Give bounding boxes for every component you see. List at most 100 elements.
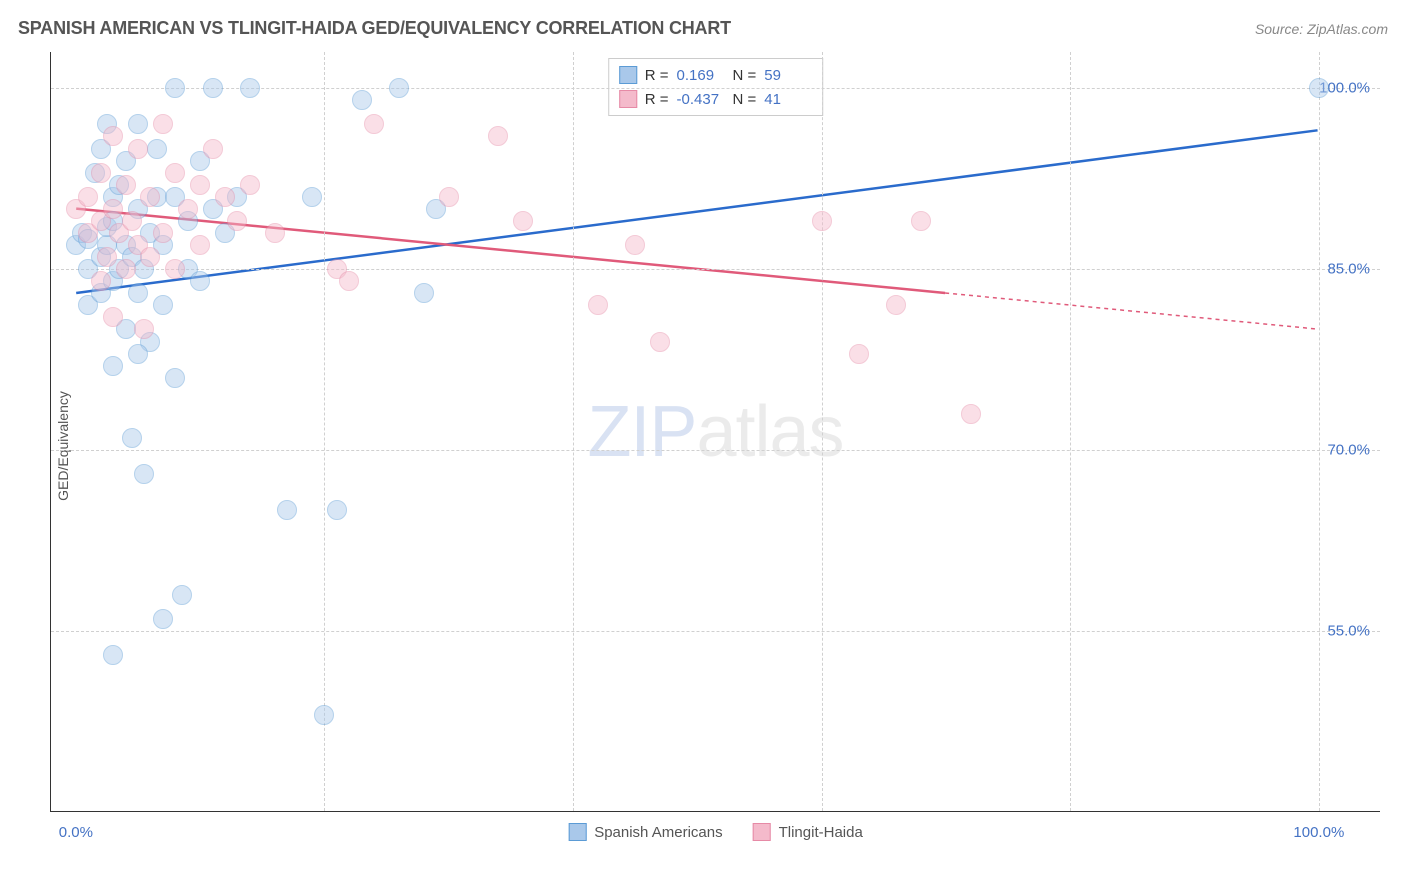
- stats-legend: R = 0.169 N = 59 R = -0.437 N = 41: [608, 58, 824, 116]
- grid-line-horizontal: [51, 269, 1380, 270]
- scatter-point: [314, 705, 334, 725]
- swatch-series-1: [619, 90, 637, 108]
- scatter-point: [153, 223, 173, 243]
- stats-row-series-1: R = -0.437 N = 41: [619, 87, 813, 111]
- y-tick-label: 85.0%: [1327, 261, 1370, 278]
- scatter-point: [812, 211, 832, 231]
- stats-row-series-0: R = 0.169 N = 59: [619, 63, 813, 87]
- scatter-point: [103, 199, 123, 219]
- scatter-point: [165, 259, 185, 279]
- scatter-point: [190, 235, 210, 255]
- scatter-point: [849, 344, 869, 364]
- scatter-point: [128, 139, 148, 159]
- scatter-point: [153, 295, 173, 315]
- y-tick-label: 55.0%: [1327, 623, 1370, 640]
- scatter-point: [147, 139, 167, 159]
- R-label: R =: [645, 67, 669, 84]
- scatter-point: [389, 78, 409, 98]
- scatter-point: [588, 295, 608, 315]
- N-value-1: 41: [764, 91, 812, 108]
- grid-line-vertical: [573, 52, 574, 811]
- scatter-point: [625, 235, 645, 255]
- title-bar: SPANISH AMERICAN VS TLINGIT-HAIDA GED/EQ…: [18, 18, 1388, 39]
- scatter-point: [91, 271, 111, 291]
- grid-line-vertical: [822, 52, 823, 811]
- series-legend: Spanish Americans Tlingit-Haida: [568, 823, 863, 841]
- scatter-point: [140, 187, 160, 207]
- scatter-point: [128, 283, 148, 303]
- N-label: N =: [733, 67, 757, 84]
- chart-container: SPANISH AMERICAN VS TLINGIT-HAIDA GED/EQ…: [0, 0, 1406, 892]
- scatter-point: [277, 500, 297, 520]
- legend-label-1: Tlingit-Haida: [779, 824, 863, 841]
- scatter-point: [91, 163, 111, 183]
- scatter-point: [103, 126, 123, 146]
- legend-item-0: Spanish Americans: [568, 823, 722, 841]
- y-tick-label: 70.0%: [1327, 442, 1370, 459]
- scatter-point: [339, 271, 359, 291]
- scatter-point: [302, 187, 322, 207]
- scatter-point: [172, 585, 192, 605]
- chart-title: SPANISH AMERICAN VS TLINGIT-HAIDA GED/EQ…: [18, 18, 731, 39]
- scatter-point: [103, 356, 123, 376]
- scatter-point: [190, 175, 210, 195]
- scatter-point: [240, 78, 260, 98]
- scatter-point: [134, 319, 154, 339]
- plot-area: ZIPatlas R = 0.169 N = 59 R = -0.437 N =…: [50, 52, 1380, 812]
- x-tick-label: 100.0%: [1293, 824, 1344, 841]
- scatter-point: [265, 223, 285, 243]
- scatter-point: [97, 247, 117, 267]
- scatter-point: [153, 114, 173, 134]
- scatter-point: [215, 187, 235, 207]
- grid-line-vertical: [1070, 52, 1071, 811]
- R-value-1: -0.437: [677, 91, 725, 108]
- N-value-0: 59: [764, 67, 812, 84]
- scatter-point: [153, 609, 173, 629]
- scatter-point: [178, 199, 198, 219]
- scatter-point: [78, 187, 98, 207]
- trend-line-dashed: [945, 293, 1317, 329]
- scatter-point: [122, 428, 142, 448]
- scatter-point: [128, 114, 148, 134]
- scatter-point: [203, 78, 223, 98]
- scatter-point: [165, 78, 185, 98]
- swatch-series-0: [568, 823, 586, 841]
- scatter-point: [352, 90, 372, 110]
- scatter-point: [886, 295, 906, 315]
- x-tick-label: 0.0%: [59, 824, 93, 841]
- swatch-series-1: [753, 823, 771, 841]
- scatter-point: [103, 307, 123, 327]
- legend-label-0: Spanish Americans: [594, 824, 722, 841]
- scatter-point: [122, 211, 142, 231]
- scatter-point: [165, 368, 185, 388]
- scatter-point: [961, 404, 981, 424]
- scatter-point: [116, 175, 136, 195]
- source-label: Source: ZipAtlas.com: [1255, 21, 1388, 37]
- scatter-point: [439, 187, 459, 207]
- scatter-point: [190, 271, 210, 291]
- grid-line-vertical: [324, 52, 325, 811]
- grid-line-horizontal: [51, 631, 1380, 632]
- scatter-point: [488, 126, 508, 146]
- scatter-point: [203, 139, 223, 159]
- scatter-point: [364, 114, 384, 134]
- scatter-point: [116, 259, 136, 279]
- scatter-point: [134, 464, 154, 484]
- scatter-point: [103, 645, 123, 665]
- legend-item-1: Tlingit-Haida: [753, 823, 863, 841]
- scatter-point: [327, 500, 347, 520]
- scatter-point: [1309, 78, 1329, 98]
- scatter-point: [165, 163, 185, 183]
- grid-line-vertical: [1319, 52, 1320, 811]
- scatter-point: [227, 211, 247, 231]
- R-label: R =: [645, 91, 669, 108]
- trend-lines-svg: [51, 52, 1380, 811]
- scatter-point: [513, 211, 533, 231]
- scatter-point: [240, 175, 260, 195]
- grid-line-horizontal: [51, 450, 1380, 451]
- scatter-point: [414, 283, 434, 303]
- N-label: N =: [733, 91, 757, 108]
- scatter-point: [911, 211, 931, 231]
- scatter-point: [650, 332, 670, 352]
- R-value-0: 0.169: [677, 67, 725, 84]
